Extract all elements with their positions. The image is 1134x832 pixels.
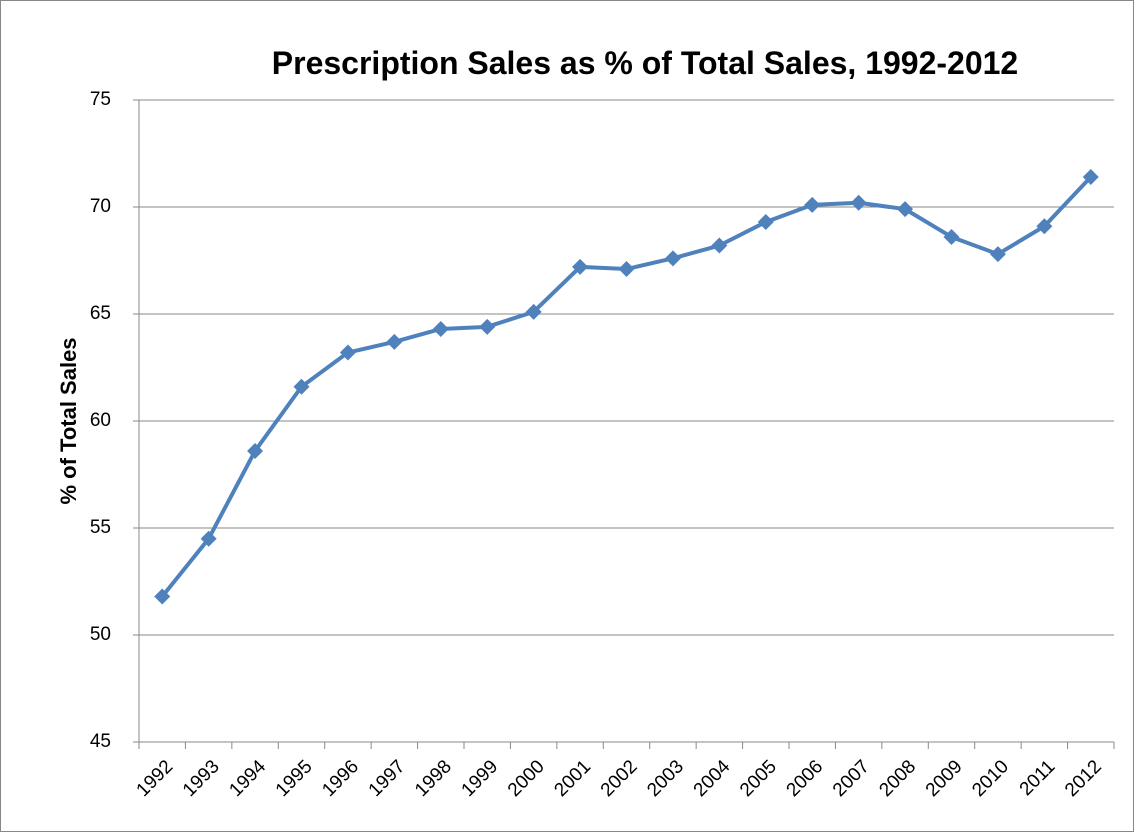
y-tick-label: 70 <box>90 196 111 217</box>
data-point <box>479 318 496 335</box>
data-point <box>664 250 681 267</box>
data-point <box>1082 169 1099 186</box>
y-tick-label: 75 <box>90 89 111 110</box>
data-point <box>804 196 821 213</box>
y-tick-label: 55 <box>90 517 111 538</box>
y-tick-label: 60 <box>90 410 111 431</box>
data-point <box>339 344 356 361</box>
data-point <box>757 213 774 230</box>
data-point <box>247 442 264 459</box>
chart-title: Prescription Sales as % of Total Sales, … <box>271 45 1019 81</box>
data-point <box>154 588 171 605</box>
data-point <box>386 333 403 350</box>
data-point <box>293 378 310 395</box>
data-point <box>432 320 449 337</box>
data-point <box>850 194 867 211</box>
data-point <box>943 228 960 245</box>
y-tick-label: 45 <box>90 731 111 752</box>
y-axis-label: % of Total Sales <box>56 337 81 504</box>
data-point <box>618 261 635 278</box>
y-tick-label: 50 <box>90 624 111 645</box>
data-point <box>897 201 914 218</box>
data-point <box>525 303 542 320</box>
data-point <box>989 246 1006 263</box>
data-point <box>200 530 217 547</box>
data-point <box>1036 218 1053 235</box>
y-tick-label: 65 <box>90 303 111 324</box>
data-point <box>711 237 728 254</box>
data-point <box>572 258 589 275</box>
